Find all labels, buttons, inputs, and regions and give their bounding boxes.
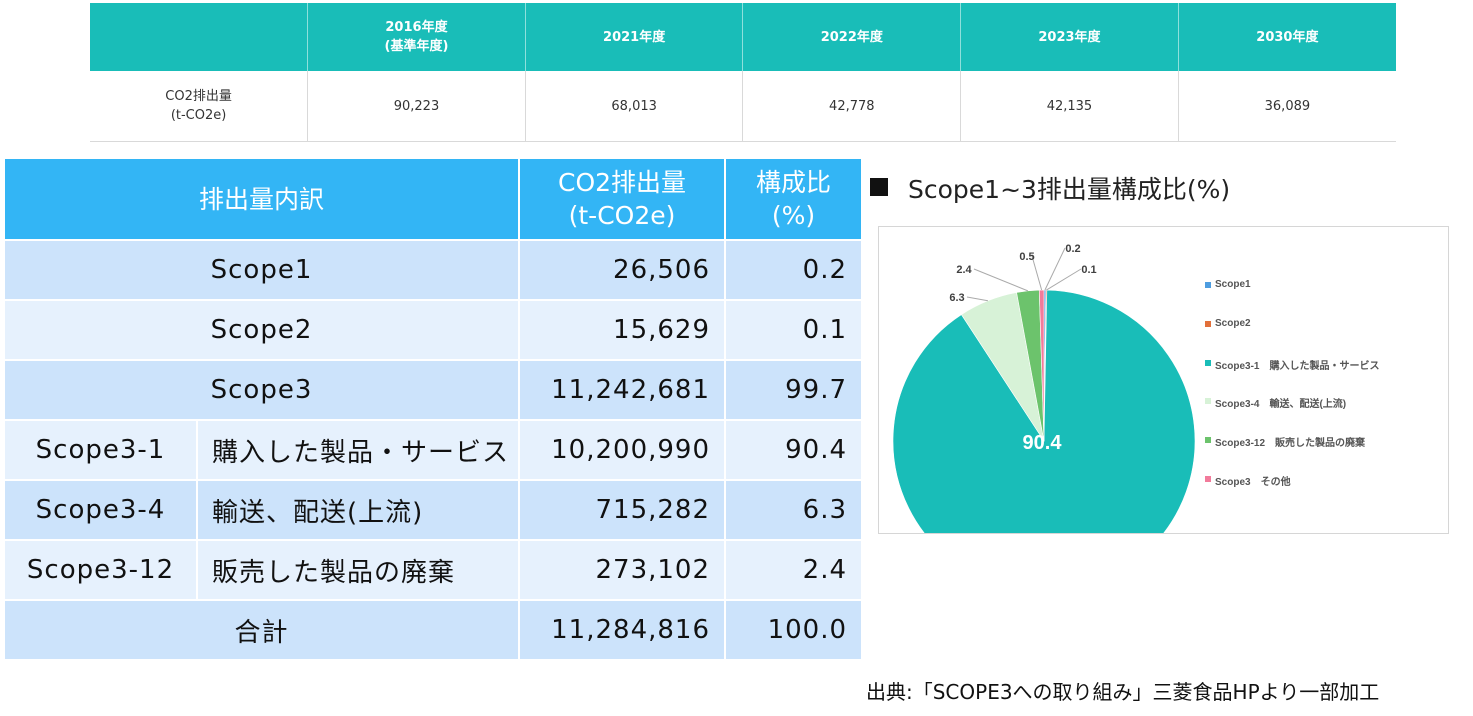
data-label: 90.4 <box>1023 432 1063 454</box>
legend-swatch <box>1205 398 1211 405</box>
chart-heading-text: Scope1~3排出量構成比(%) <box>908 175 1231 204</box>
row-ratio: 6.3 <box>724 479 864 541</box>
row-value: 26,506 <box>518 239 727 301</box>
table-row-scope3-12: Scope3-12 販売した製品の廃棄 273,102 2.4 <box>3 539 864 601</box>
row-value: 11,242,681 <box>518 359 727 421</box>
pie-chart: 0.20.1 90.4 6.3 2.4 0.5 <box>892 243 1196 533</box>
legend-item-scope3-12: Scope3-12 販売した製品の廃棄 <box>1205 434 1379 473</box>
header-breakdown-item: 排出量内訳 <box>2 157 521 241</box>
value-2021: 68,013 <box>524 71 743 142</box>
header-co2-line1: CO2排出量 <box>557 168 687 197</box>
row-ratio: 100.0 <box>724 599 864 661</box>
legend-label: Scope1 <box>1215 279 1251 290</box>
annual-header-2021: 2021年度 <box>524 3 743 71</box>
row-label: Scope1 <box>2 239 521 301</box>
row-value: 15,629 <box>518 299 727 361</box>
value-2016: 90,223 <box>307 71 526 142</box>
header-ratio-line1: 構成比 <box>756 168 832 197</box>
row-label-line1: CO2排出量 <box>165 89 232 104</box>
legend-label: Scope3-1 購入した製品・サービス <box>1215 360 1380 372</box>
base-year-note: (基準年度) <box>384 39 449 54</box>
legend-swatch <box>1205 359 1211 366</box>
row-label: Scope3 <box>2 359 521 421</box>
row-ratio: 99.7 <box>724 359 864 421</box>
table-row-scope2: Scope2 15,629 0.1 <box>2 299 864 361</box>
row-label: Scope3-1 <box>3 419 198 481</box>
pie-chart-panel: 0.2 0.1 90.4 6.3 2.4 0.5 Scope1 Scope2 Scope3… <box>878 226 1449 534</box>
annual-header-blank <box>90 3 308 71</box>
table-row-scope1: Scope1 26,506 0.2 <box>2 239 864 301</box>
row-value: 10,200,990 <box>518 419 727 481</box>
legend-label: Scope3-12 販売した製品の廃棄 <box>1215 438 1366 450</box>
data-label-leader <box>966 296 989 302</box>
square-bullet-icon <box>870 178 888 196</box>
row-label: Scope3-4 <box>3 479 198 541</box>
legend-swatch <box>1205 320 1211 327</box>
row-value: 273,102 <box>518 539 727 601</box>
legend-item-scope3-4: Scope3-4 輸送、配送(上流) <box>1205 395 1379 434</box>
data-label: 0.1 <box>1081 264 1096 276</box>
legend-item-scope1: Scope1 <box>1205 279 1379 318</box>
breakdown-header-row: 排出量内訳 CO2排出量 (t-CO2e) 構成比 (%) <box>2 157 864 241</box>
row-value: 715,282 <box>518 479 727 541</box>
data-label: 2.4 <box>956 264 972 276</box>
annual-values-row: CO2排出量 (t-CO2e) 90,223 68,013 42,778 42,… <box>90 71 1396 142</box>
header-ratio: 構成比 (%) <box>724 157 864 241</box>
legend-swatch <box>1205 437 1211 444</box>
annual-row-label: CO2排出量 (t-CO2e) <box>90 71 308 142</box>
data-label-leader <box>1044 247 1066 291</box>
table-row-total: 合計 11,284,816 100.0 <box>2 599 864 661</box>
row-value: 11,284,816 <box>518 599 727 661</box>
header-ratio-line2: (%) <box>771 201 816 230</box>
row-sublabel: 輸送、配送(上流) <box>195 479 521 541</box>
emissions-breakdown-table: 排出量内訳 CO2排出量 (t-CO2e) 構成比 (%) Scope1 26,… <box>2 157 864 661</box>
legend-label: Scope2 <box>1215 317 1251 329</box>
annual-header-2016: 2016年度 (基準年度) <box>307 3 526 71</box>
value-2022: 42,778 <box>742 71 961 142</box>
annual-header-row: 2016年度 (基準年度) 2021年度 2022年度 2023年度 2030年… <box>90 3 1396 71</box>
chart-heading: Scope1~3排出量構成比(%) <box>870 170 1230 206</box>
chart-legend: Scope1 Scope2 Scope3-1 購入した製品・サービス Scope… <box>1205 279 1379 512</box>
year-2016-label: 2016年度 <box>385 20 448 35</box>
table-row-scope3: Scope3 11,242,681 99.7 <box>2 359 864 421</box>
legend-item-scope3-1: Scope3-1 購入した製品・サービス <box>1205 357 1379 396</box>
legend-swatch <box>1205 475 1211 482</box>
header-co2-line2: (t-CO2e) <box>568 201 676 230</box>
row-ratio: 2.4 <box>724 539 864 601</box>
row-sublabel: 購入した製品・サービス <box>195 419 521 481</box>
annual-header-2022: 2022年度 <box>742 3 961 71</box>
legend-swatch <box>1205 282 1211 288</box>
source-note: 出典:「SCOPE3への取り組み」三菱食品HPより一部加工 <box>866 680 1380 704</box>
annual-emissions-table: 2016年度 (基準年度) 2021年度 2022年度 2023年度 2030年… <box>90 3 1396 142</box>
row-ratio: 90.4 <box>724 419 864 481</box>
data-label: 0.5 <box>1019 251 1034 263</box>
value-2030: 36,089 <box>1177 71 1396 142</box>
legend-label: Scope3-4 輸送、配送(上流) <box>1215 399 1347 411</box>
row-ratio: 0.1 <box>724 299 864 361</box>
header-co2-amount: CO2排出量 (t-CO2e) <box>518 157 727 241</box>
row-label: Scope2 <box>2 299 521 361</box>
row-label: 合計 <box>2 599 521 661</box>
row-ratio: 0.2 <box>724 239 864 301</box>
data-label-leader <box>1046 268 1082 291</box>
data-label: 0.2 <box>1065 243 1080 255</box>
table-row-scope3-4: Scope3-4 輸送、配送(上流) 715,282 6.3 <box>3 479 864 541</box>
row-label: Scope3-12 <box>3 539 198 601</box>
data-label: 6.3 <box>949 292 964 304</box>
data-label-leader <box>973 268 1029 292</box>
annual-header-2030: 2030年度 <box>1177 3 1396 71</box>
pie-slice <box>892 289 1196 533</box>
annual-header-2023: 2023年度 <box>960 3 1179 71</box>
table-row-scope3-1: Scope3-1 購入した製品・サービス 10,200,990 90.4 <box>3 419 864 481</box>
legend-item-scope2: Scope2 <box>1205 318 1379 357</box>
row-sublabel: 販売した製品の廃棄 <box>195 539 521 601</box>
data-label-leader <box>1031 255 1043 291</box>
legend-item-scope3-other: Scope3 その他 <box>1205 473 1379 512</box>
legend-label: Scope3 その他 <box>1215 476 1291 488</box>
row-label-line2: (t-CO2e) <box>170 108 227 123</box>
value-2023: 42,135 <box>960 71 1179 142</box>
